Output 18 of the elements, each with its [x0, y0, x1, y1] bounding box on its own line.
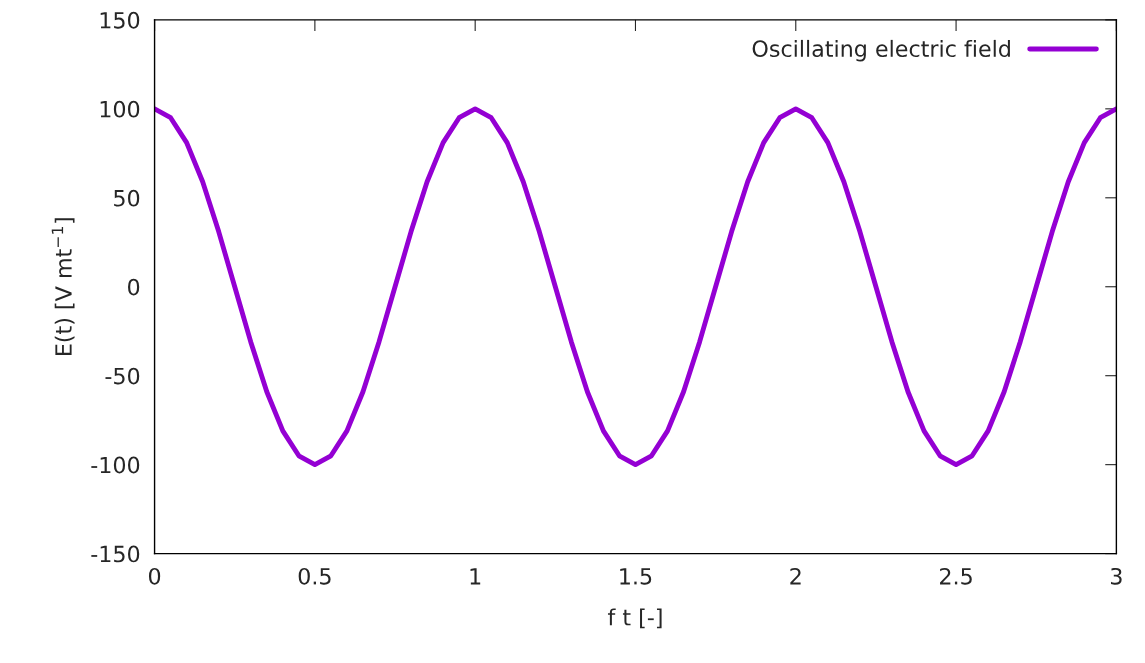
- y-tick-label: 100: [100, 100, 140, 118]
- x-tick-label: 2: [790, 567, 801, 585]
- y-axis-title: E(t) [V mt$^{−1}$]: [51, 218, 75, 356]
- y-tick-label: -50: [105, 367, 140, 385]
- x-tick-label: 3: [1111, 567, 1122, 585]
- line-series: [154, 106, 1117, 468]
- x-tick-label: 0.5: [298, 567, 331, 585]
- y-tick-label: 0: [128, 278, 140, 296]
- legend-label: Oscillating electric field: [752, 39, 1010, 62]
- x-tick-label: 1.5: [620, 568, 652, 585]
- y-tick-label: 50: [114, 189, 140, 207]
- y-tick-label: 150: [100, 11, 140, 29]
- x-tick-label: 1: [470, 568, 481, 585]
- x-axis-title: f t [-]: [607, 608, 662, 629]
- x-tick-label: 2.5: [940, 567, 972, 585]
- y-tick-label: -100: [91, 456, 140, 474]
- y-tick-label: -150: [91, 545, 140, 563]
- x-tick-label: 0: [148, 567, 161, 585]
